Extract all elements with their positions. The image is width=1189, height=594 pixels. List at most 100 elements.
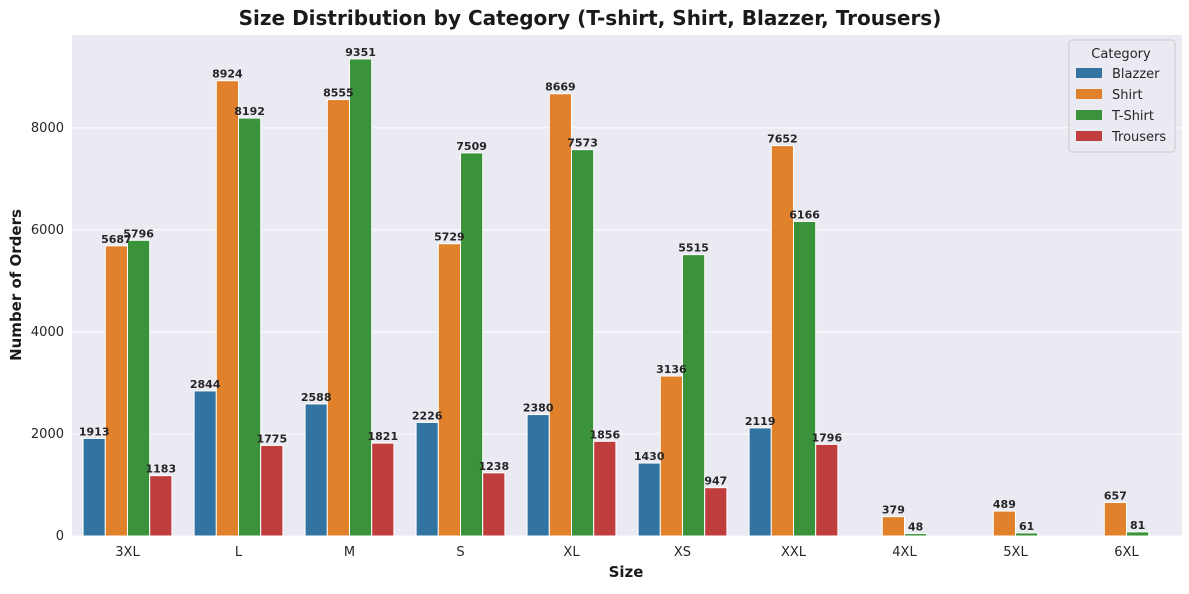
- bar: [1015, 532, 1039, 537]
- y-tick-label: 6000: [31, 223, 64, 238]
- x-tick-label: L: [235, 545, 243, 560]
- bar: [682, 254, 706, 537]
- data-label: 8192: [234, 105, 265, 118]
- chart-title: Size Distribution by Category (T-shirt, …: [239, 6, 942, 30]
- legend-label: Blazzer: [1112, 67, 1160, 82]
- bar: [748, 427, 772, 537]
- bar: [460, 152, 484, 537]
- bar: [415, 421, 439, 537]
- data-label: 947: [704, 475, 727, 488]
- y-tick-label: 4000: [31, 325, 64, 340]
- data-label: 5515: [678, 242, 709, 255]
- x-tick-label: 5XL: [1003, 545, 1028, 560]
- bar: [793, 220, 817, 537]
- data-label: 8924: [212, 68, 243, 81]
- data-label: 2380: [523, 402, 554, 415]
- legend-swatch: [1076, 89, 1102, 99]
- bar: [593, 440, 617, 537]
- y-axis: 0 2000 4000 6000 8000: [31, 121, 64, 544]
- data-label: 2844: [190, 378, 221, 391]
- bar: [1126, 531, 1150, 537]
- legend-label: Trousers: [1111, 130, 1166, 145]
- legend-label: Shirt: [1112, 88, 1143, 103]
- x-tick-label: XXL: [781, 545, 807, 560]
- data-label: 1183: [145, 463, 176, 476]
- data-label: 2588: [301, 391, 332, 404]
- legend-items: Blazzer Shirt T-Shirt Trousers: [1076, 67, 1166, 145]
- bar: [904, 533, 928, 537]
- bar: [571, 149, 595, 537]
- bar: [704, 487, 728, 537]
- x-axis: 3XL L M S XL XS XXL 4XL 5XL 6XL: [115, 545, 1139, 560]
- data-label: 81: [1130, 519, 1145, 532]
- data-label: 657: [1104, 489, 1127, 502]
- x-tick-label: 4XL: [892, 545, 917, 560]
- data-label: 5729: [434, 231, 465, 244]
- data-label: 6166: [789, 208, 820, 221]
- data-label: 5687: [101, 233, 132, 246]
- data-label: 48: [908, 521, 923, 534]
- bar: [260, 444, 284, 537]
- x-tick-label: S: [456, 545, 464, 560]
- data-label: 1238: [478, 460, 509, 473]
- bar: [770, 145, 794, 537]
- y-axis-label: Number of Orders: [7, 209, 25, 361]
- data-label: 5796: [123, 227, 154, 240]
- data-label: 2226: [412, 409, 443, 422]
- legend-label: T-Shirt: [1111, 109, 1154, 124]
- data-label: 7509: [456, 140, 487, 153]
- data-label: 61: [1019, 520, 1034, 533]
- bar: [881, 516, 905, 537]
- legend-swatch: [1076, 110, 1102, 120]
- x-tick-label: XS: [674, 545, 691, 560]
- bar: [815, 443, 839, 537]
- data-label: 9351: [345, 46, 376, 59]
- bars: [82, 58, 1150, 537]
- bar: [992, 510, 1016, 537]
- data-label: 7573: [567, 137, 598, 150]
- data-label: 8669: [545, 81, 576, 94]
- bar: [526, 414, 550, 537]
- bar: [548, 93, 572, 537]
- bar: [238, 117, 262, 537]
- bar: [637, 462, 661, 537]
- data-label: 1913: [79, 425, 110, 438]
- bar: [149, 475, 173, 537]
- x-tick-label: 3XL: [115, 545, 140, 560]
- legend: Category Blazzer Shirt T-Shirt Trousers: [1068, 39, 1176, 153]
- data-label: 1821: [367, 430, 398, 443]
- legend-swatch: [1076, 131, 1102, 141]
- data-label: 3136: [656, 363, 687, 376]
- y-tick-label: 8000: [31, 121, 64, 136]
- data-label: 1856: [589, 428, 620, 441]
- x-tick-label: M: [344, 545, 355, 560]
- x-axis-label: Size: [609, 563, 644, 581]
- legend-swatch: [1076, 68, 1102, 78]
- bar: [215, 80, 240, 537]
- data-label: 489: [993, 498, 1016, 511]
- data-label: 1430: [634, 450, 665, 463]
- bar: [104, 245, 129, 537]
- bar: [304, 403, 328, 537]
- data-label: 8555: [323, 87, 354, 100]
- bar: [349, 58, 373, 537]
- bar: [1103, 501, 1128, 537]
- bar: [482, 472, 506, 537]
- x-tick-label: 6XL: [1114, 545, 1139, 560]
- bar: [193, 390, 217, 537]
- data-label: 1796: [811, 431, 842, 444]
- data-label: 1775: [256, 432, 287, 445]
- data-label: 2119: [745, 415, 776, 428]
- bar: [371, 442, 395, 537]
- y-tick-label: 0: [56, 529, 64, 544]
- legend-title: Category: [1091, 47, 1151, 62]
- bar: [326, 99, 350, 537]
- bar: [127, 239, 151, 537]
- data-label: 379: [882, 504, 905, 517]
- y-tick-label: 2000: [31, 427, 64, 442]
- bar: [437, 243, 461, 537]
- data-label: 7652: [767, 133, 798, 146]
